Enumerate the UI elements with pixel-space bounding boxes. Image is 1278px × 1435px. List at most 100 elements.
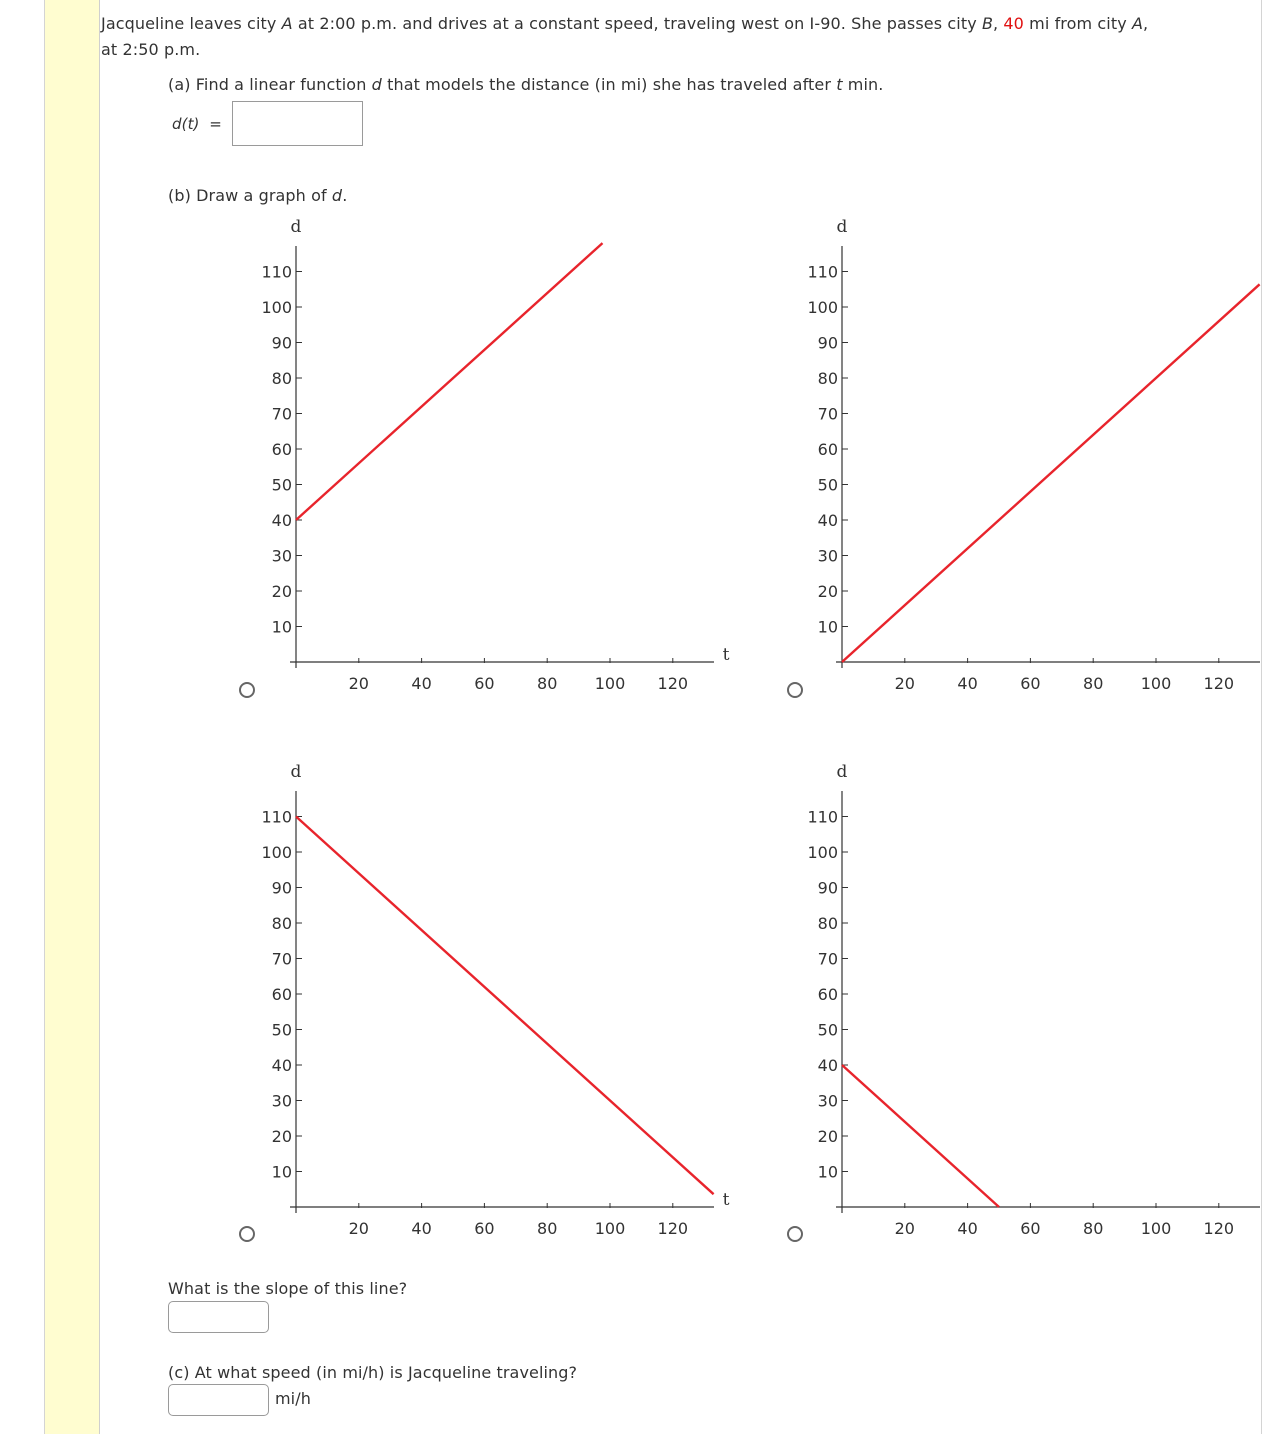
- speed-unit-label: mi/h: [275, 1389, 311, 1408]
- t-var: t: [836, 75, 843, 94]
- x-axis-name: t: [723, 645, 730, 665]
- y-tick-label: 10: [272, 618, 292, 637]
- y-tick-label: 90: [272, 879, 292, 898]
- x-tick-label: 20: [349, 674, 369, 693]
- y-tick-label: 60: [272, 985, 292, 1004]
- graph-option-3: d t 20 40 60 80 100 120 10 20 30 40 50 60 70 80 90 100 110: [261, 762, 729, 1238]
- x-tick-label: 20: [895, 1219, 915, 1238]
- series-line: [295, 815, 715, 1196]
- y-tick-label: 110: [261, 263, 292, 282]
- part-a-text: min.: [842, 75, 884, 94]
- x-tick-label: 100: [595, 1219, 626, 1238]
- slope-question: What is the slope of this line?: [168, 1279, 408, 1298]
- x-tick-label: 80: [1083, 1219, 1103, 1238]
- part-a-prompt: (a) Find a linear function d that models…: [168, 75, 883, 94]
- y-tick-label: 60: [818, 985, 838, 1004]
- series-line: [841, 283, 1261, 663]
- equals-sign: =: [209, 115, 222, 133]
- x-tick-label: 120: [658, 1219, 689, 1238]
- problem-line-2: at 2:50 p.m.: [101, 40, 201, 59]
- y-tick-label: 90: [818, 879, 838, 898]
- y-axis-name: d: [837, 762, 848, 782]
- graph-option-4-radio[interactable]: [787, 1226, 803, 1242]
- x-tick-label: 80: [537, 674, 557, 693]
- x-tick-label: 60: [474, 674, 494, 693]
- y-tick-label: 20: [818, 582, 838, 601]
- function-answer-input[interactable]: [232, 101, 363, 146]
- y-tick-label: 110: [807, 263, 838, 282]
- x-tick-label: 20: [895, 674, 915, 693]
- y-tick-label: 100: [807, 843, 838, 862]
- graph-option-3-radio[interactable]: [239, 1226, 255, 1242]
- x-tick-label: 120: [658, 674, 689, 693]
- d-var: d: [331, 186, 343, 205]
- y-tick-label: 50: [272, 476, 292, 495]
- y-tick-label: 50: [818, 1021, 838, 1040]
- x-tick-label: 60: [1020, 674, 1040, 693]
- y-tick-label: 80: [272, 914, 292, 933]
- x-tick-label: 80: [1083, 674, 1103, 693]
- y-tick-label: 50: [818, 476, 838, 495]
- y-tick-label: 10: [818, 618, 838, 637]
- y-tick-label: 100: [261, 843, 292, 862]
- x-tick-label: 100: [1141, 674, 1172, 693]
- y-tick-label: 30: [272, 547, 292, 566]
- question-margin-strip: [45, 0, 100, 1434]
- y-tick-label: 110: [807, 808, 838, 827]
- y-tick-label: 50: [272, 1021, 292, 1040]
- y-tick-label: 100: [261, 298, 292, 317]
- x-tick-label: 100: [595, 674, 626, 693]
- city-b-var: B: [981, 14, 994, 33]
- graph-option-2-radio[interactable]: [787, 682, 803, 698]
- graph-option-1: d t 20 40 60 80 100 120 10 20 30 40 50 60 70 80 90 100 110: [261, 217, 730, 693]
- part-b-prompt: (b) Draw a graph of d.: [168, 186, 347, 205]
- x-tick-label: 120: [1204, 1219, 1235, 1238]
- y-tick-label: 20: [272, 1127, 292, 1146]
- problem-text: ,: [993, 14, 1004, 33]
- y-tick-label: 30: [818, 1092, 838, 1111]
- city-a-var: A: [281, 14, 293, 33]
- x-tick-label: 120: [1204, 674, 1235, 693]
- y-axis-name: d: [837, 217, 848, 237]
- graph-option-2: d 20 40 60 80 100 120 10 20 30 40 50 60 70 80 90 100 110: [807, 217, 1261, 693]
- y-tick-label: 80: [818, 369, 838, 388]
- y-tick-label: 60: [818, 440, 838, 459]
- x-tick-label: 60: [474, 1219, 494, 1238]
- y-tick-label: 80: [272, 369, 292, 388]
- y-tick-label: 30: [272, 1092, 292, 1111]
- slope-answer-input[interactable]: [168, 1301, 269, 1333]
- y-tick-label: 10: [272, 1163, 292, 1182]
- x-tick-label: 40: [411, 674, 431, 693]
- problem-text: mi from city: [1023, 14, 1132, 33]
- function-label: d(t) =: [172, 115, 222, 133]
- y-tick-label: 90: [818, 334, 838, 353]
- series-line: [295, 242, 604, 521]
- x-tick-label: 100: [1141, 1219, 1172, 1238]
- series-line: [841, 1064, 1000, 1208]
- function-name: d(t): [172, 115, 200, 133]
- distance-value: 40: [1003, 14, 1024, 33]
- y-tick-label: 70: [818, 950, 838, 969]
- y-tick-label: 20: [818, 1127, 838, 1146]
- problem-text: at 2:00 p.m. and drives at a constant sp…: [292, 14, 982, 33]
- y-tick-label: 110: [261, 808, 292, 827]
- y-axis-name: d: [291, 762, 302, 782]
- y-tick-label: 70: [272, 950, 292, 969]
- y-tick-label: 40: [818, 1056, 838, 1075]
- y-tick-label: 40: [272, 1056, 292, 1075]
- y-tick-label: 60: [272, 440, 292, 459]
- x-tick-label: 40: [411, 1219, 431, 1238]
- x-tick-label: 40: [957, 674, 977, 693]
- graph-option-1-radio[interactable]: [239, 682, 255, 698]
- y-tick-label: 90: [272, 334, 292, 353]
- y-tick-label: 40: [818, 511, 838, 530]
- y-tick-label: 40: [272, 511, 292, 530]
- problem-text: ,: [1143, 14, 1149, 33]
- y-tick-label: 100: [807, 298, 838, 317]
- part-a-text: (a) Find a linear function: [168, 75, 372, 94]
- part-b-text: .: [342, 186, 348, 205]
- y-axis-name: d: [291, 217, 302, 237]
- part-a-text: that models the distance (in mi) she has…: [381, 75, 837, 94]
- speed-answer-input[interactable]: [168, 1384, 269, 1416]
- x-tick-label: 40: [957, 1219, 977, 1238]
